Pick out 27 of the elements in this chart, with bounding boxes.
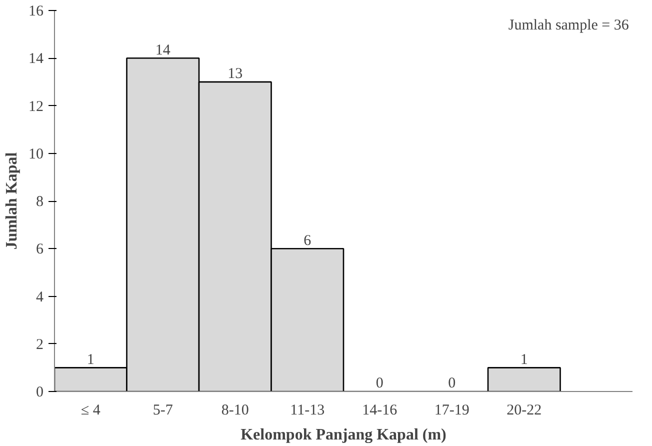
data-label: 1 <box>520 352 528 368</box>
x-tick-label: 17-19 <box>434 402 470 418</box>
data-label: 13 <box>228 66 243 82</box>
annotation: Jumlah sample = 36 <box>508 18 630 34</box>
y-tick-label: 6 <box>36 242 44 258</box>
y-tick-label: 16 <box>28 4 44 20</box>
data-label: 14 <box>155 42 171 58</box>
y-tick-label: 4 <box>36 289 44 306</box>
y-tick-label: 0 <box>36 384 44 400</box>
x-tick-label: 8-10 <box>221 402 249 418</box>
x-tick-label: 5-7 <box>152 402 174 418</box>
data-label: 6 <box>304 232 312 249</box>
y-tick-label: 2 <box>36 336 44 353</box>
x-tick-label: ≤ 4 <box>80 402 101 418</box>
x-tick-label: 11-13 <box>290 402 325 418</box>
x-tick-label: 20-22 <box>506 402 542 418</box>
data-label: 0 <box>448 376 456 392</box>
y-axis-title: Jumlah Kapal <box>4 152 20 250</box>
data-label: 0 <box>376 376 384 392</box>
y-tick-label: 8 <box>36 194 44 210</box>
bar <box>487 367 561 392</box>
x-tick-label: 14-16 <box>362 402 398 418</box>
y-tick-label: 14 <box>28 51 44 68</box>
data-label: 1 <box>86 352 94 368</box>
x-axis-title: Kelompok Panjang Kapal (m) <box>240 426 446 444</box>
y-tick-label: 12 <box>28 98 44 115</box>
y-tick-label: 10 <box>28 146 44 162</box>
